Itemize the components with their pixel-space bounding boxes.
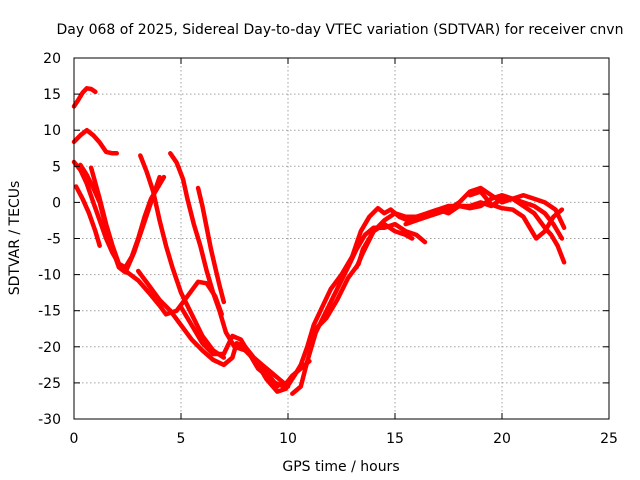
y-tick-label: 5 (52, 159, 61, 175)
series-trace-12 (253, 205, 419, 394)
series-trace-9 (195, 185, 227, 305)
y-tick-label: 0 (52, 195, 61, 211)
y-tick-label: -15 (38, 304, 61, 320)
x-tick-label: 10 (279, 431, 297, 447)
y-tick-label: -20 (38, 340, 61, 356)
series-trace-4 (73, 184, 102, 248)
grid (74, 58, 609, 419)
series-trace-18 (467, 189, 565, 241)
x-tick-label: 15 (386, 431, 404, 447)
y-axis-label: SDTVAR / TECUs (7, 181, 23, 296)
y-tick-label: -30 (38, 412, 61, 428)
y-tick-label: -5 (47, 232, 61, 248)
series-trace-3 (71, 159, 224, 317)
x-tick-label: 25 (600, 431, 618, 447)
y-tick-label: 20 (43, 51, 61, 67)
y-tick-label: 10 (43, 123, 61, 139)
series-trace-13 (290, 221, 428, 396)
axis-ticks: 0 5 10 15 20 25 -30 -25 -20 -15 -10 -5 0 5 10 15 20 (38, 51, 618, 447)
y-tick-label: -10 (38, 268, 61, 284)
y-tick-label: 15 (43, 87, 61, 103)
y-tick-label: -25 (38, 376, 61, 392)
series-trace-6 (78, 162, 162, 275)
series-trace-16 (403, 185, 567, 230)
plot-area (71, 86, 567, 396)
x-axis-label: GPS time / hours (282, 459, 399, 475)
x-tick-label: 0 (70, 431, 79, 447)
series-trace-17 (424, 196, 567, 265)
chart-title: Day 068 of 2025, Sidereal Day-to-day VTE… (57, 22, 624, 38)
series-trace-2 (71, 127, 120, 156)
series-trace-1 (71, 86, 98, 109)
series-trace-7 (138, 153, 227, 360)
x-tick-label: 5 (177, 431, 186, 447)
series-trace-10 (135, 268, 291, 389)
x-tick-label: 20 (493, 431, 511, 447)
